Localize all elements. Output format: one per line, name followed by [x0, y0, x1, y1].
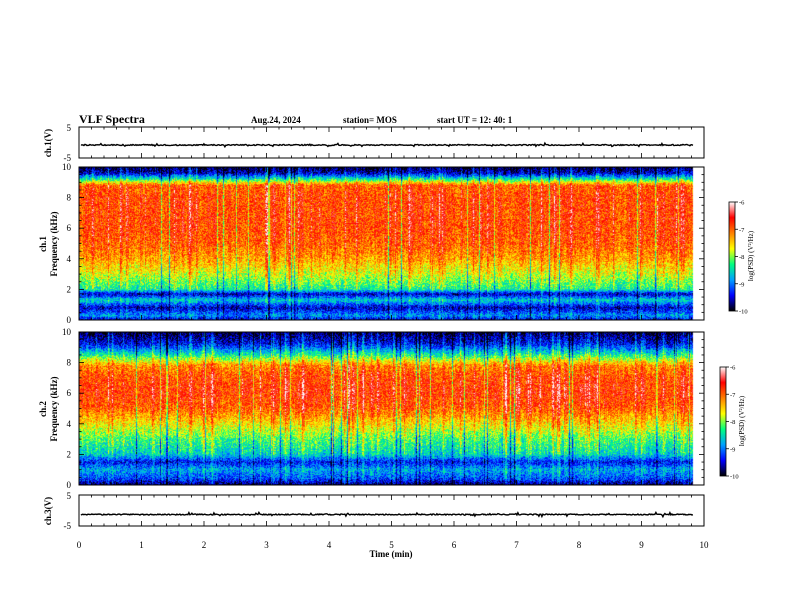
ch1-spec-ytick-label: 2	[67, 284, 72, 294]
ch1-spec-ytick-label: 0	[67, 315, 72, 325]
x-tick-label: 7	[514, 540, 519, 550]
ch1-colorbar-tick-label: -6	[739, 200, 745, 207]
x-tick-label: 6	[452, 540, 457, 550]
ch2-spec-ytick-label: 4	[67, 419, 72, 429]
ch1-spec-ytick-label: 10	[62, 162, 72, 172]
ch2-colorbar-tick-label: -8	[730, 419, 735, 426]
ch1-colorbar-tick-label: -7	[739, 227, 745, 234]
x-axis-label: Time (min)	[369, 549, 412, 559]
ch2-spectrogram-image	[79, 332, 704, 485]
x-tick-label: 9	[639, 540, 644, 550]
ch1-colorbar-tick-label: -9	[739, 281, 744, 288]
x-tick-label: 2	[202, 540, 207, 550]
x-tick-label: 4	[327, 540, 332, 550]
station-label: station= MOS	[343, 115, 397, 125]
ch1-colorbar-tick-label: -10	[739, 309, 748, 316]
ch3-wave-ylabel: ch.3(V)	[43, 497, 53, 525]
x-tick-label: 8	[577, 540, 582, 550]
ch1-waveform-line	[80, 141, 694, 149]
ch1-colorbar-label: log(PSD) (V²/Hz)	[747, 230, 755, 281]
ch1-spec-ytick-label: 8	[67, 193, 72, 203]
x-tick-label: 0	[77, 540, 82, 550]
ch2-colorbar: -6 -7 -8 -9 -10 log(PSD) (V²/Hz)	[719, 365, 746, 481]
ch2-spec-ytick-label: 6	[67, 388, 72, 398]
ch1-colorbar: -6 -7 -8 -9 -10 log(PSD) (V²/Hz)	[728, 200, 755, 316]
x-axis: 0 1 2 3 4 5 6 7 8 9 10	[77, 540, 709, 550]
ch1-ytick-top: 5	[67, 123, 72, 133]
ch1-colorbar-tick-label: -8	[739, 254, 744, 261]
ch2-spec-ytick-label: 8	[67, 358, 72, 368]
ch1-spec-ytick-label: 4	[67, 254, 72, 264]
x-tick-label: 3	[264, 540, 269, 550]
ch3-ytick-top: 5	[67, 491, 72, 501]
ch1-waveform-panel: 5 -5 ch.1(V)	[43, 123, 705, 163]
x-tick-label: 10	[700, 540, 710, 550]
ch2-spec-ylabel-frequency: Frequency (kHz)	[49, 376, 59, 441]
ch1-spec-ylabel-frequency: Frequency (kHz)	[49, 211, 59, 276]
figure-title: VLF Spectra	[79, 112, 145, 126]
ch2-colorbar-tick-label: -9	[730, 446, 735, 453]
ch2-colorbar-tick-label: -7	[730, 392, 736, 399]
ch1-spectrogram-panel: 0 2 4 6 8 10 ch.1 Frequency (kHz) -6 -7 -8 -9 -10…	[38, 162, 755, 325]
ch3-ytick-bottom: -5	[64, 521, 72, 531]
x-tick-label: 1	[139, 540, 144, 550]
x-tick-label: 5	[389, 540, 394, 550]
ch3-waveform-panel: 5 -5 ch.3(V)	[43, 491, 705, 531]
start-ut-label: start UT = 12: 40: 1	[437, 115, 513, 125]
ch1-spec-ylabel-channel: ch.1	[38, 236, 48, 252]
ch2-colorbar-tick-label: -10	[730, 474, 739, 481]
ch2-colorbar-label: log(PSD) (V²/Hz)	[738, 395, 746, 446]
ch1-spectrogram-image	[79, 167, 704, 320]
ch2-spec-ytick-label: 2	[67, 449, 72, 459]
ch2-colorbar-tick-label: -6	[730, 365, 736, 372]
ch1-ytick-bottom: -5	[64, 153, 72, 163]
ch1-wave-ylabel: ch.1(V)	[43, 129, 53, 157]
date-label: Aug.24, 2024	[251, 115, 301, 125]
ch3-waveform-line	[80, 510, 694, 519]
ch2-spec-ylabel-channel: ch.2	[38, 401, 48, 417]
ch2-spec-ytick-label: 10	[62, 327, 72, 337]
ch1-spec-ytick-label: 6	[67, 223, 72, 233]
ch2-spec-ytick-label: 0	[67, 480, 72, 490]
ch2-spectrogram-panel: 0 2 4 6 8 10 ch.2 Frequency (kHz) -6 -7 -8 -9 -10…	[38, 327, 746, 490]
